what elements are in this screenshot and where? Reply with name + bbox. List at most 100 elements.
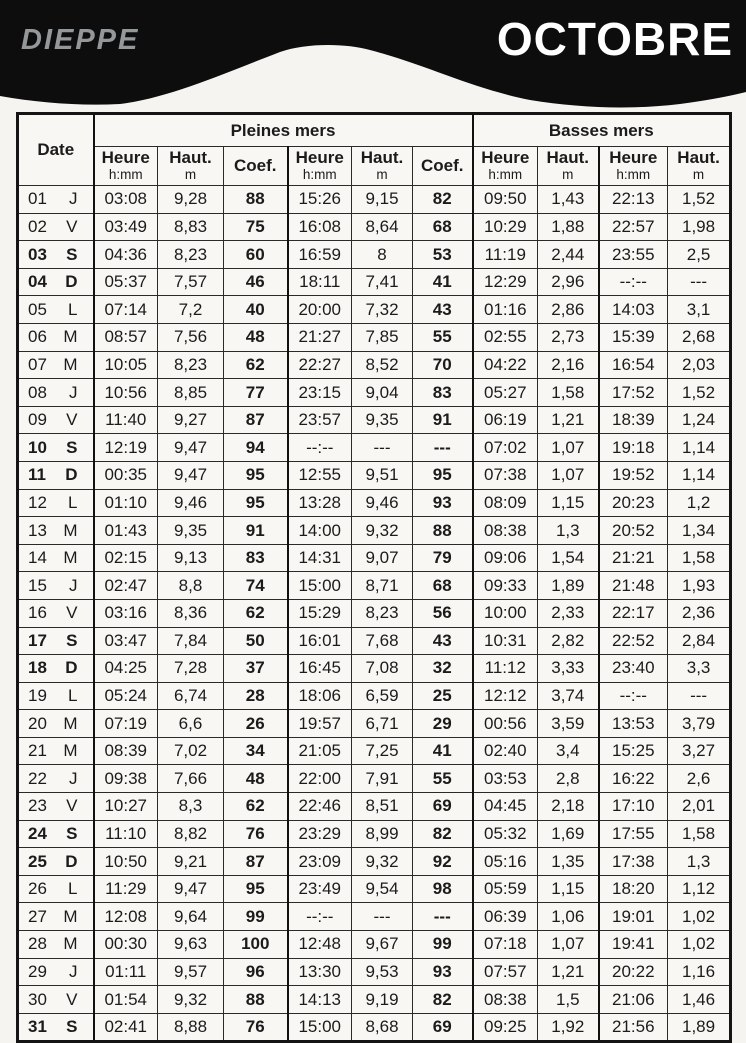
heure-label: Heure xyxy=(609,148,658,168)
pleine-mer-1-heure: 01:43 xyxy=(92,516,158,545)
table-row: 21 M 08:39 7,02 34 21:05 7,25 41 02:40 3… xyxy=(17,736,732,766)
date-cell: 19 L xyxy=(17,681,94,711)
pleine-mer-1-heure: 04:36 xyxy=(92,240,158,269)
basse-mer-1-hauteur: 1,35 xyxy=(537,847,600,876)
pleine-mer-1-coef: 62 xyxy=(223,598,288,628)
basse-mer-2-hauteur: 1,02 xyxy=(667,930,732,959)
pleine-mer-2-heure: 16:45 xyxy=(286,654,352,683)
basse-mer-1-hauteur: 1,07 xyxy=(537,460,600,490)
pleine-mer-1-coef: 88 xyxy=(223,185,288,214)
basse-mer-1-heure: 07:38 xyxy=(471,460,539,490)
pleine-mer-1-heure: 10:05 xyxy=(92,350,158,380)
weekday-letter: S xyxy=(66,630,78,650)
weekday-letter: V xyxy=(66,603,78,623)
basse-mer-2-hauteur: 3,79 xyxy=(667,709,732,738)
basse-mer-2-heure: 14:03 xyxy=(597,295,669,324)
date-cell: 31 S xyxy=(17,1012,94,1043)
pleine-mer-1-hauteur: 9,47 xyxy=(157,874,224,904)
date-cell: 06 M xyxy=(17,322,94,352)
pleine-mer-2-coef: 93 xyxy=(411,488,474,518)
pleine-mer-1-hauteur: 9,47 xyxy=(157,433,224,462)
pleine-mer-1-hauteur: 6,6 xyxy=(157,709,224,738)
basse-mer-1-heure: 09:06 xyxy=(471,543,539,573)
pleine-mer-2-coef: 55 xyxy=(411,322,474,352)
basse-mer-2-heure: 20:52 xyxy=(597,516,669,545)
date-cell: 29 J xyxy=(17,957,94,987)
date-cell: 23 V xyxy=(17,792,94,821)
basse-mer-2-heure: 16:54 xyxy=(597,350,669,380)
basse-mer-2-heure: 21:06 xyxy=(597,985,669,1014)
pleine-mer-1-hauteur: 7,66 xyxy=(157,764,224,794)
pleine-mer-1-hauteur: 7,56 xyxy=(157,322,224,352)
basse-mer-2-hauteur: 1,46 xyxy=(667,985,732,1014)
pleine-mer-1-coef: 26 xyxy=(223,709,288,738)
pleine-mer-2-heure: 18:11 xyxy=(286,267,352,297)
weekday-letter: M xyxy=(63,354,78,374)
pleine-mer-1-hauteur: 8,23 xyxy=(157,240,224,269)
basse-mer-1-hauteur: 2,96 xyxy=(537,267,600,297)
pleine-mer-1-heure: 04:25 xyxy=(92,654,158,683)
date-cell: 15 J xyxy=(17,571,94,600)
pleine-mer-2-coef: 79 xyxy=(411,543,474,573)
basse-mer-2-heure: 23:55 xyxy=(597,240,669,269)
weekday-letter: M xyxy=(63,741,78,761)
pleine-mer-2-coef: 56 xyxy=(411,598,474,628)
weekday-letter: V xyxy=(66,216,78,236)
pleine-mer-1-heure: 08:57 xyxy=(92,322,158,352)
pleine-mer-2-hauteur: 8,52 xyxy=(351,350,413,380)
pleine-mer-2-heure: 23:15 xyxy=(286,378,352,407)
pleine-mer-2-hauteur: --- xyxy=(351,902,413,932)
date-number: 08 xyxy=(28,382,47,402)
weekday-letter: M xyxy=(63,934,78,954)
basse-mer-2-hauteur: 1,98 xyxy=(667,212,732,242)
basse-mer-1-heure: 06:39 xyxy=(471,902,539,932)
pleine-mer-2-heure: 13:30 xyxy=(286,957,352,987)
basse-mer-1-heure: 09:25 xyxy=(471,1012,539,1043)
date-number: 23 xyxy=(28,796,47,816)
table-row: 23 V 10:27 8,3 62 22:46 8,51 69 04:45 2,… xyxy=(17,792,732,821)
date-number: 26 xyxy=(28,879,47,899)
basse-mer-1-heure: 05:32 xyxy=(471,819,539,849)
basse-mer-2-hauteur: 2,6 xyxy=(667,764,732,794)
pleine-mer-1-heure: 01:54 xyxy=(92,985,158,1014)
pleine-mer-1-coef: 46 xyxy=(223,267,288,297)
pleine-mer-2-coef: 43 xyxy=(411,295,474,324)
pleine-mer-1-heure: 11:10 xyxy=(92,819,158,849)
basse-mer-2-heure: 19:41 xyxy=(597,930,669,959)
basse-mer-2-heure: 16:22 xyxy=(597,764,669,794)
table-row: 13 M 01:43 9,35 91 14:00 9,32 88 08:38 1… xyxy=(17,516,732,545)
basse-mer-1-heure: 00:56 xyxy=(471,709,539,738)
basse-mer-2-hauteur: 2,84 xyxy=(667,626,732,656)
basse-mer-1-hauteur: 1,15 xyxy=(537,488,600,518)
date-number: 02 xyxy=(28,216,47,236)
pleine-mer-1-heure: 05:37 xyxy=(92,267,158,297)
weekday-letter: S xyxy=(66,437,78,457)
pleine-mer-2-hauteur: 8,23 xyxy=(351,598,413,628)
basse-mer-2-heure: 21:48 xyxy=(597,571,669,600)
basse-mer-1-heure: 09:50 xyxy=(471,185,539,214)
table-row: 30 V 01:54 9,32 88 14:13 9,19 82 08:38 1… xyxy=(17,985,732,1014)
pleine-mer-2-heure: 20:00 xyxy=(286,295,352,324)
pleine-mer-1-coef: 91 xyxy=(223,516,288,545)
date-cell: 11 D xyxy=(17,460,94,490)
date-number: 16 xyxy=(28,603,47,623)
pleine-mer-1-hauteur: 7,57 xyxy=(157,267,224,297)
pleine-mer-1-coef: 87 xyxy=(223,847,288,876)
tide-table-wrap: Date Pleines mers Basses mers Heure h:mm … xyxy=(16,112,733,1043)
pleine-mer-1-hauteur: 9,64 xyxy=(157,902,224,932)
date-number: 25 xyxy=(28,851,47,871)
date-number: 24 xyxy=(28,824,47,844)
haut-unit: m xyxy=(184,167,197,183)
basse-mer-2-hauteur: --- xyxy=(667,681,732,711)
pleine-mer-1-hauteur: 7,84 xyxy=(157,626,224,656)
table-row: 27 M 12:08 9,64 99 --:-- --- --- 06:39 1… xyxy=(17,902,732,932)
table-row: 05 L 07:14 7,2 40 20:00 7,32 43 01:16 2,… xyxy=(17,295,732,324)
pleine-mer-1-coef: 62 xyxy=(223,792,288,821)
basse-mer-1-heure: 06:19 xyxy=(471,405,539,435)
place-title: DIEPPE xyxy=(21,24,140,56)
pleine-mer-1-heure: 11:40 xyxy=(92,405,158,435)
date-number: 11 xyxy=(28,465,46,485)
table-row: 07 M 10:05 8,23 62 22:27 8,52 70 04:22 2… xyxy=(17,350,732,380)
pleine-mer-2-hauteur: 7,25 xyxy=(351,736,413,766)
weekday-letter: M xyxy=(63,548,78,568)
